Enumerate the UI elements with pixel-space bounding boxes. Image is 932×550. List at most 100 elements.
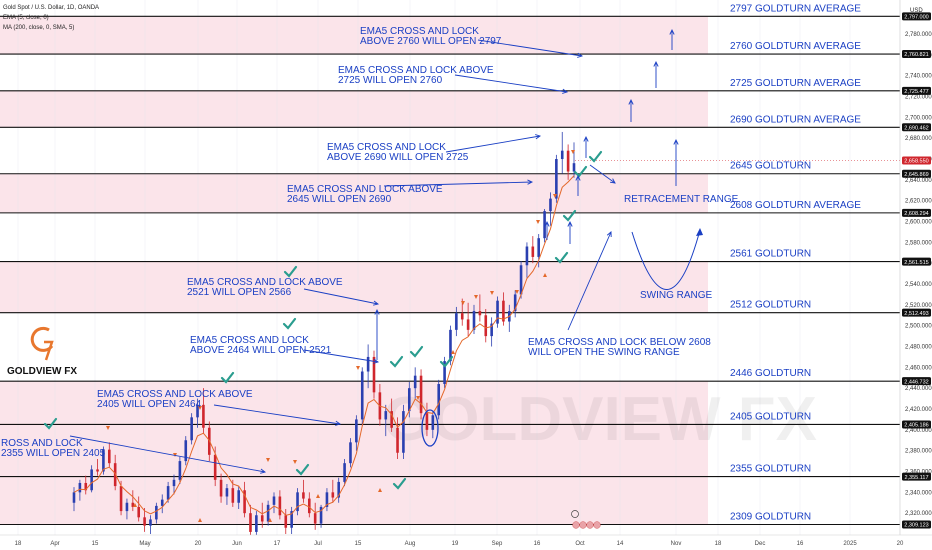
- lightning-icon: [571, 510, 579, 518]
- event-icons: [571, 510, 601, 529]
- triangle-down-icon: [553, 194, 557, 198]
- chart-header: Gold Spot / U.S. Dollar, 1D, OANDA EMA (…: [3, 5, 99, 31]
- y-tick-18: 2,680.000: [905, 136, 932, 142]
- level-badge-2: [902, 86, 931, 95]
- event-flag-icon: [572, 521, 580, 529]
- check-icon: [220, 371, 235, 384]
- x-tick-14: 14: [617, 541, 624, 547]
- candle: [225, 484, 229, 505]
- arrow-icon: [577, 52, 584, 58]
- annotation-4: RETRACEMENT RANGE: [624, 194, 739, 205]
- candle: [366, 344, 370, 389]
- level-label-7: 2512 GOLDTURN: [730, 300, 811, 311]
- candle: [496, 296, 499, 328]
- level-badge-text-11: 2,309.123: [904, 523, 928, 529]
- candle: [249, 504, 252, 539]
- triangle-down-icon: [106, 426, 110, 430]
- candle: [149, 515, 152, 534]
- x-tick-8: 15: [355, 541, 362, 547]
- level-label-9: 2405 GOLDTURN: [730, 411, 811, 422]
- band-5: [0, 424, 708, 477]
- level-badge-9: [902, 420, 931, 429]
- level-label-0: 2797 GOLDTURN AVERAGE: [730, 3, 861, 14]
- x-tick-2: 15: [92, 541, 99, 547]
- annotation-8: EMA5 CROSS AND LOCK BELOW 2608: [528, 337, 711, 348]
- logo-text: GOLDVIEW FX: [7, 366, 77, 377]
- x-axis-ticks: 18 Apr 15 May 20 Jun 17 Jul 15 Aug 19 Sep 16 Oct 14 Nov…: [15, 541, 904, 547]
- price-badges: 2,797.000 2,760.821 2,725.477 2,690.462 2,64…: [902, 12, 931, 529]
- band-3: [0, 261, 708, 313]
- candle: [96, 459, 99, 476]
- x-tick-7: Jul: [314, 541, 322, 547]
- time-axis[interactable]: [0, 535, 932, 550]
- annotation-1: 2725 WILL OPEN 2760: [338, 75, 443, 86]
- indicator-ema: EMA (5, close, 0): [3, 15, 49, 21]
- y-tick-5: 2,420.000: [905, 407, 932, 413]
- y-tick-13: 2,580.000: [905, 240, 932, 246]
- level-label-4: 2645 GOLDTURN: [730, 161, 811, 172]
- candle: [290, 506, 293, 534]
- ema-line: [73, 175, 575, 516]
- x-tick-17: Dec: [755, 541, 766, 547]
- annotation-7: ABOVE 2464 WILL OPEN 2521: [190, 345, 332, 356]
- level-badge-0: [902, 12, 931, 21]
- y-tick-21: 2,740.000: [905, 74, 932, 80]
- candle: [360, 367, 364, 426]
- arrow-icon: [628, 98, 634, 105]
- candle: [155, 502, 158, 524]
- level-badge-11: [902, 520, 931, 529]
- level-badge-text-4: 2,645.869: [904, 172, 928, 178]
- y-tick-11: 2,540.000: [905, 282, 932, 288]
- triangle-down-icon: [356, 366, 360, 370]
- candle: [166, 481, 170, 503]
- annotation-3: EMA5 CROSS AND LOCK ABOVE: [287, 184, 443, 195]
- annotation-3: 2645 WILL OPEN 2690: [287, 194, 392, 205]
- candle: [566, 144, 570, 180]
- annotation-10: ROSS AND LOCK: [1, 438, 83, 449]
- candle: [190, 413, 193, 445]
- y-tick-6: 2,440.000: [905, 386, 932, 392]
- arrow-icon: [260, 468, 267, 474]
- pink-bands: [0, 16, 708, 525]
- x-tick-20: 20: [897, 541, 904, 547]
- x-tick-13: Oct: [575, 541, 585, 547]
- candle: [107, 442, 111, 468]
- candle: [372, 350, 376, 399]
- level-badge-4: [902, 169, 931, 178]
- annotation-2: ABOVE 2690 WILL OPEN 2725: [327, 152, 469, 163]
- x-tick-10: 19: [452, 541, 459, 547]
- candle: [313, 502, 317, 530]
- candle: [425, 402, 429, 437]
- triangle-up-icon: [543, 273, 547, 277]
- level-badge-text-6: 2,561.515: [904, 260, 928, 266]
- arrow-icon: [653, 60, 659, 67]
- annotation-2: EMA5 CROSS AND LOCK: [327, 142, 446, 153]
- candle: [502, 292, 505, 326]
- arrow-icon: [544, 220, 550, 227]
- level-badge-text-1: 2,760.821: [904, 52, 928, 58]
- watermark: GOLDVIEW FX: [383, 385, 817, 454]
- candle: [272, 492, 276, 514]
- candle: [355, 415, 358, 451]
- annotation-0: EMA5 CROSS AND LOCK: [360, 26, 479, 37]
- candle: [531, 236, 535, 264]
- candle: [196, 398, 199, 428]
- candle: [243, 481, 246, 518]
- band-1: [0, 90, 708, 128]
- indicator-ma: MA (200, close, 0, SMA, 5): [3, 25, 74, 31]
- level-badge-3: [902, 123, 931, 132]
- y-tick-1: 2,340.000: [905, 490, 932, 496]
- price-scale[interactable]: [900, 0, 932, 535]
- x-tick-16: 18: [715, 541, 722, 547]
- triangle-down-icon: [571, 150, 575, 154]
- candle: [331, 479, 335, 503]
- currency-label: USD: [910, 8, 923, 14]
- level-label-6: 2561 GOLDTURN: [730, 249, 811, 260]
- y-tick-19: 2,700.000: [905, 115, 932, 121]
- candle: [431, 411, 435, 439]
- candle: [337, 477, 341, 503]
- triangle-up-icon: [378, 488, 382, 492]
- candle: [466, 302, 470, 337]
- candle: [478, 294, 482, 322]
